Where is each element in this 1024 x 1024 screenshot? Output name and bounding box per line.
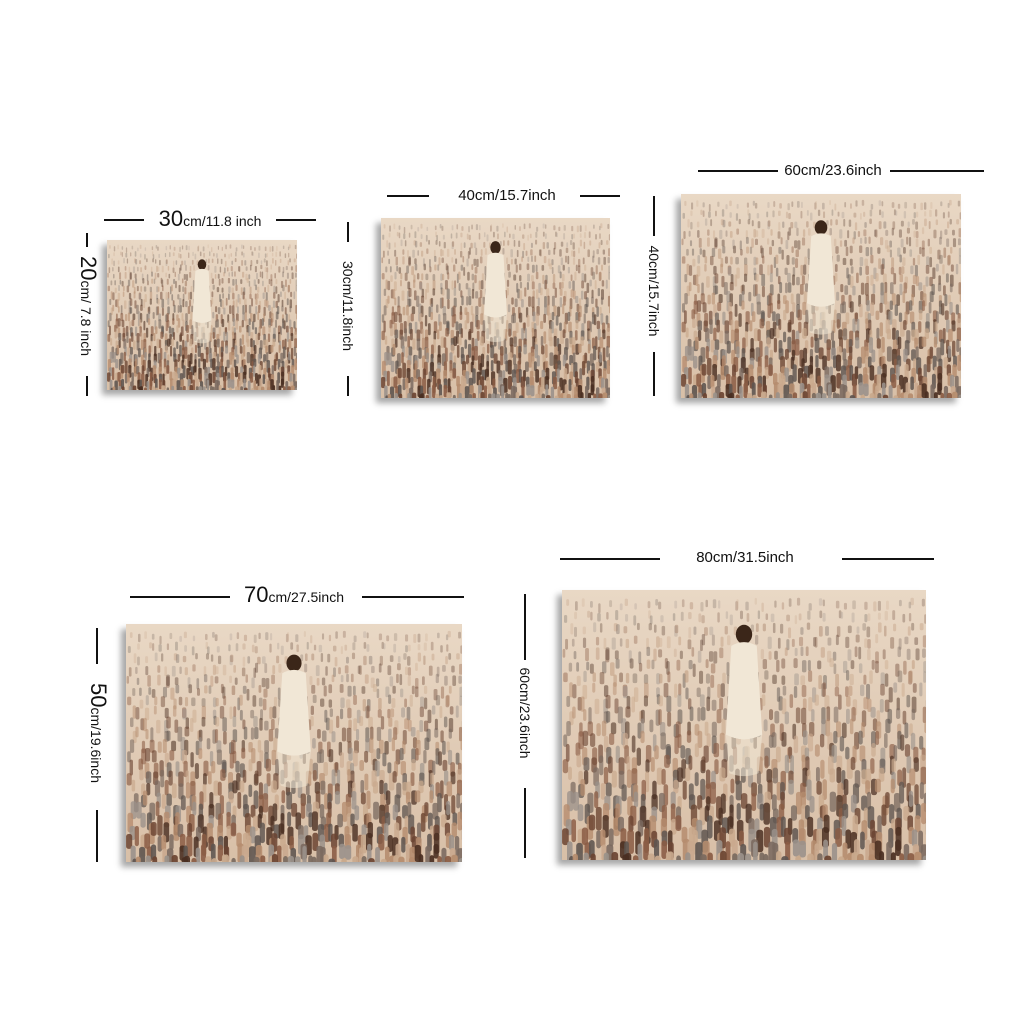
height-label: 20cm/ 7.8 inch [76, 256, 101, 356]
width-text: 40cm/15.7inch [458, 187, 556, 204]
crowd-painting-icon [562, 590, 926, 860]
canvas-print [381, 218, 610, 398]
canvas-print [126, 624, 462, 862]
height-label: 50cm/19.6inch [86, 683, 111, 783]
height-line-bottom [524, 788, 526, 858]
crowd-painting-icon [126, 624, 462, 862]
height-line-bottom [653, 352, 655, 396]
width-line-right [362, 596, 464, 598]
width-line-left [130, 596, 230, 598]
height-unit: cm/19.6inch [88, 707, 104, 783]
width-text: 60cm/23.6inch [784, 162, 882, 179]
width-unit: cm/11.8 inch [183, 213, 262, 229]
height-line-bottom [96, 810, 98, 862]
height-line-top [653, 196, 655, 236]
height-label: 60cm/23.6inch [516, 667, 534, 758]
height-text: 30cm/11.8inch [340, 260, 356, 352]
width-line-left [104, 219, 144, 221]
canvas-print [681, 194, 961, 398]
width-line-right [580, 195, 620, 197]
height-line-bottom [86, 376, 88, 396]
height-line-top [524, 594, 526, 660]
height-label: 40cm/15.7inch [645, 245, 663, 336]
width-label: 60cm/23.6inch [784, 161, 882, 181]
canvas-print [562, 590, 926, 860]
height-line-top [86, 233, 88, 247]
width-line-left [698, 170, 778, 172]
crowd-painting-icon [107, 240, 297, 390]
width-value: 30 [158, 206, 184, 231]
width-label: 80cm/31.5inch [696, 548, 794, 568]
crowd-painting-icon [381, 218, 610, 398]
height-unit: cm/ 7.8 inch [78, 280, 94, 356]
width-label: 30cm/11.8 inch [158, 206, 262, 232]
height-line-bottom [347, 376, 349, 396]
width-text: 80cm/31.5inch [696, 549, 794, 566]
width-value: 70 [244, 582, 269, 607]
width-line-right [276, 219, 316, 221]
height-text: 40cm/15.7inch [646, 245, 662, 337]
width-label: 40cm/15.7inch [458, 186, 556, 206]
height-text: 60cm/23.6inch [517, 667, 533, 759]
width-line-right [890, 170, 984, 172]
width-line-right [842, 558, 934, 560]
height-line-top [347, 222, 349, 242]
crowd-painting-icon [681, 194, 961, 398]
height-label: 30cm/11.8inch [339, 261, 357, 351]
width-line-left [560, 558, 660, 560]
width-line-left [387, 195, 429, 197]
canvas-print [107, 240, 297, 390]
height-value: 50 [86, 683, 111, 708]
width-unit: cm/27.5inch [268, 589, 344, 605]
height-line-top [96, 628, 98, 664]
width-label: 70cm/27.5inch [244, 582, 344, 608]
height-value: 20 [76, 256, 101, 281]
